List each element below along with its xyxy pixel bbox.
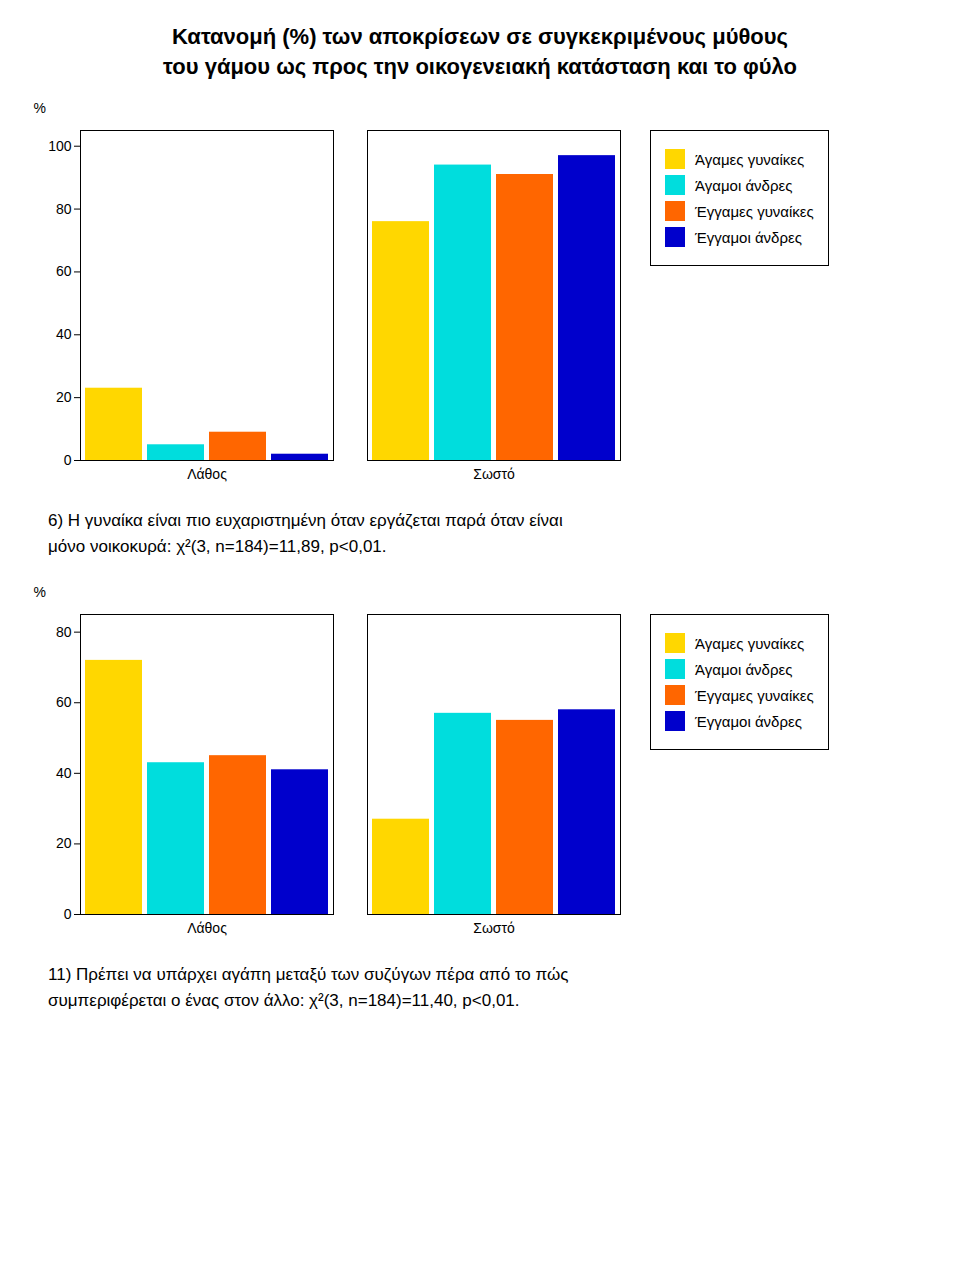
svg-text:60: 60 bbox=[56, 263, 72, 279]
html-text:Άγαμες γυναίκες: Άγαμες γυναίκες bbox=[695, 634, 805, 652]
svg-text:80: 80 bbox=[56, 201, 72, 217]
svg-text:Σωστό: Σωστό bbox=[473, 920, 515, 936]
html-text:Κατανομή (%) των αποκρίσεων σε: Κατανομή (%) των αποκρίσεων σε συγκεκριμ… bbox=[172, 24, 788, 49]
html-text:11) Πρέπει να υπάρχει αγάπη με: 11) Πρέπει να υπάρχει αγάπη μεταξύ των σ… bbox=[48, 965, 569, 984]
html-text:6) Η γυναίκα είναι πιο ευχαρισ: 6) Η γυναίκα είναι πιο ευχαριστημένη ότα… bbox=[48, 511, 563, 530]
svg-text:80: 80 bbox=[56, 624, 72, 640]
svg-text:Λάθος: Λάθος bbox=[187, 466, 227, 482]
svg-text:40: 40 bbox=[56, 765, 72, 781]
svg-text:%: % bbox=[34, 100, 46, 116]
html-text:Έγγαμοι άνδρες: Έγγαμοι άνδρες bbox=[695, 712, 802, 730]
html-text:του γάμου ως προς την οικογενε: του γάμου ως προς την οικογενειακή κατάσ… bbox=[163, 54, 797, 79]
svg-text:0: 0 bbox=[64, 906, 72, 922]
html-text:Έγγαμοι άνδρες: Έγγαμοι άνδρες bbox=[695, 228, 802, 246]
svg-text:Σωστό: Σωστό bbox=[473, 466, 515, 482]
svg-text:Λάθος: Λάθος bbox=[187, 920, 227, 936]
html-text:συμπεριφέρεται ο ένας στον άλλ: συμπεριφέρεται ο ένας στον άλλο: χ²(3, n… bbox=[48, 991, 520, 1010]
html-text:Άγαμοι άνδρες: Άγαμοι άνδρες bbox=[695, 660, 793, 678]
svg-text:60: 60 bbox=[56, 694, 72, 710]
html-text:Έγγαμες γυναίκες: Έγγαμες γυναίκες bbox=[695, 202, 814, 220]
html-text:μόνο νοικοκυρά: χ²(3, n=184)=1: μόνο νοικοκυρά: χ²(3, n=184)=11,89, p<0,… bbox=[48, 537, 387, 556]
html-text:Έγγαμες γυναίκες: Έγγαμες γυναίκες bbox=[695, 686, 814, 704]
svg-text:20: 20 bbox=[56, 835, 72, 851]
html-text:Άγαμοι άνδρες: Άγαμοι άνδρες bbox=[695, 176, 793, 194]
html-text:Άγαμες γυναίκες: Άγαμες γυναίκες bbox=[695, 150, 805, 168]
svg-text:0: 0 bbox=[64, 452, 72, 468]
svg-text:40: 40 bbox=[56, 326, 72, 342]
svg-text:100: 100 bbox=[48, 138, 72, 154]
svg-text:%: % bbox=[34, 584, 46, 600]
svg-text:20: 20 bbox=[56, 389, 72, 405]
